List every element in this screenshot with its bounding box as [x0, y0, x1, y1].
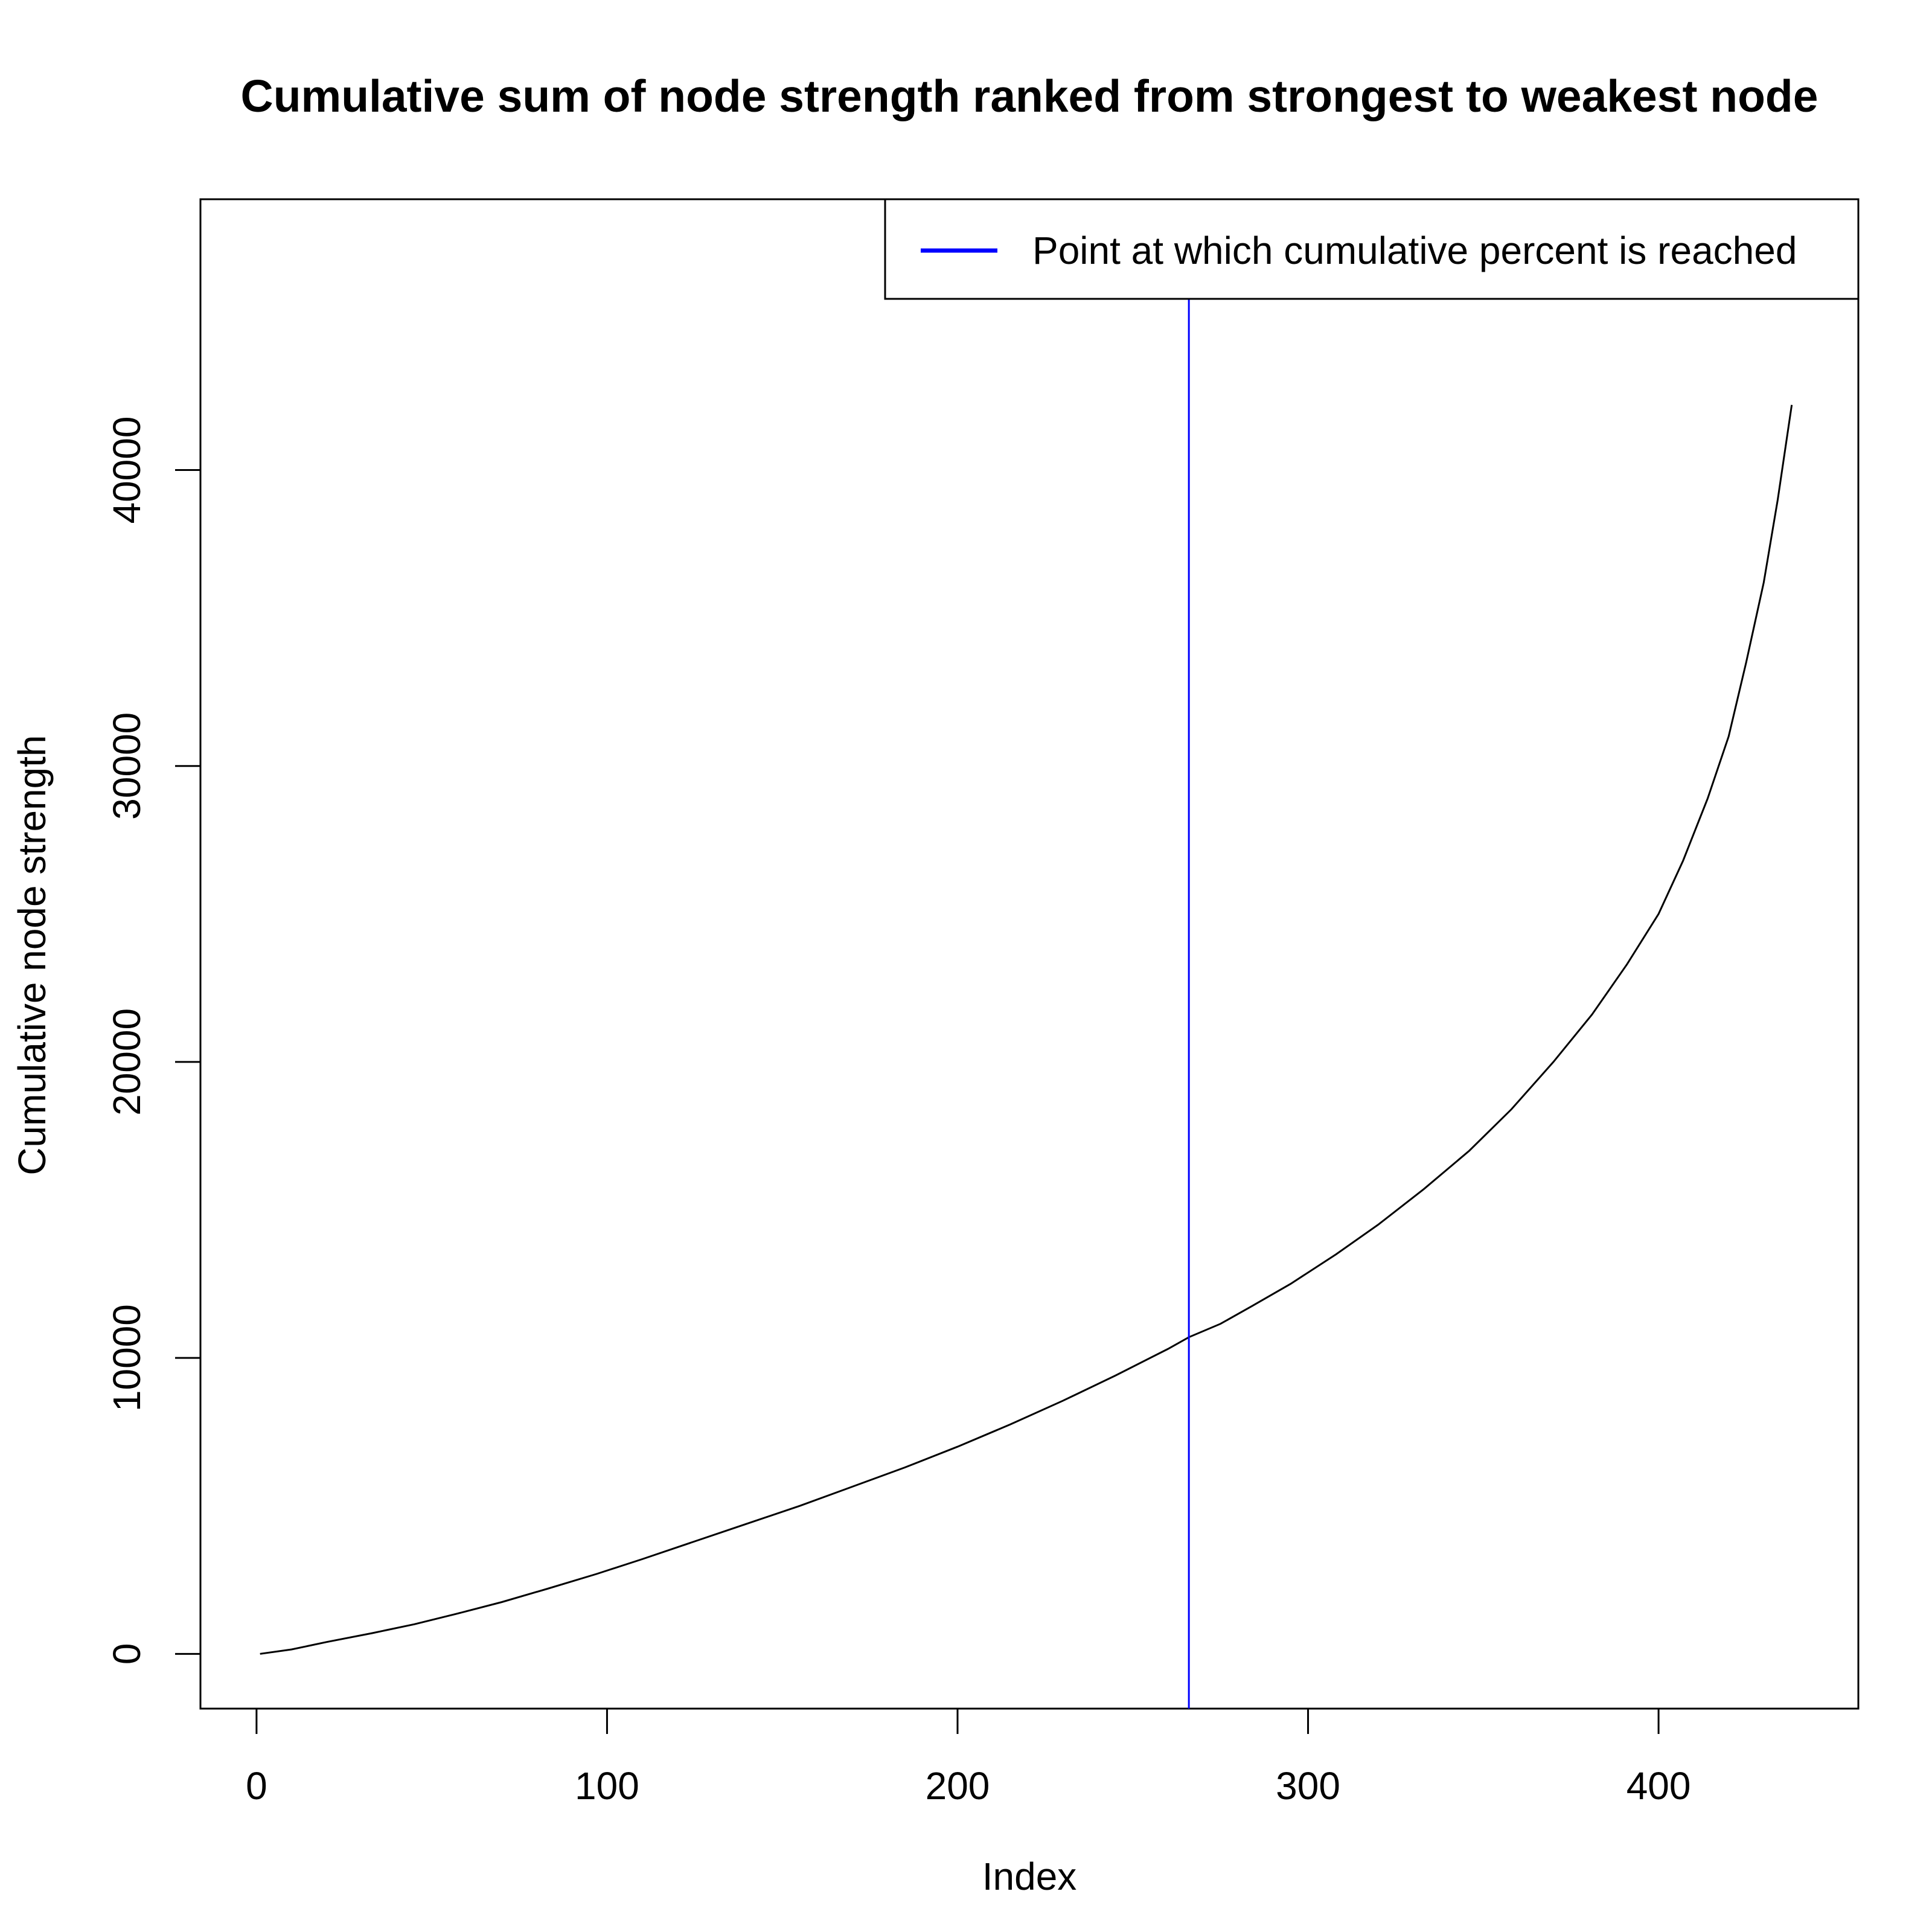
x-axis-label: Index	[982, 1855, 1077, 1898]
y-tick-label: 0	[105, 1643, 149, 1665]
y-tick-label: 30000	[105, 712, 149, 820]
series-line	[260, 405, 1793, 1655]
y-axis: 0 10000 20000 30000 40000	[105, 417, 202, 1665]
y-tick-label: 10000	[105, 1304, 149, 1412]
legend: Point at which cumulative percent is rea…	[884, 198, 1860, 300]
x-tick-label: 0	[246, 1764, 267, 1808]
chart-title: Cumulative sum of node strength ranked f…	[241, 71, 1818, 121]
x-axis: 0 100 200 300 400	[246, 1707, 1691, 1808]
y-tick-label: 20000	[105, 1008, 149, 1116]
plot-frame	[199, 198, 1860, 1710]
y-axis-label: Cumulative node strength	[10, 735, 54, 1175]
x-tick-label: 300	[1276, 1764, 1340, 1808]
x-tick-label: 400	[1627, 1764, 1691, 1808]
x-tick-label: 200	[926, 1764, 990, 1808]
legend-box	[884, 198, 1860, 300]
legend-label: Point at which cumulative percent is rea…	[1032, 229, 1797, 272]
x-tick-label: 100	[575, 1764, 639, 1808]
y-tick-label: 40000	[105, 417, 149, 524]
